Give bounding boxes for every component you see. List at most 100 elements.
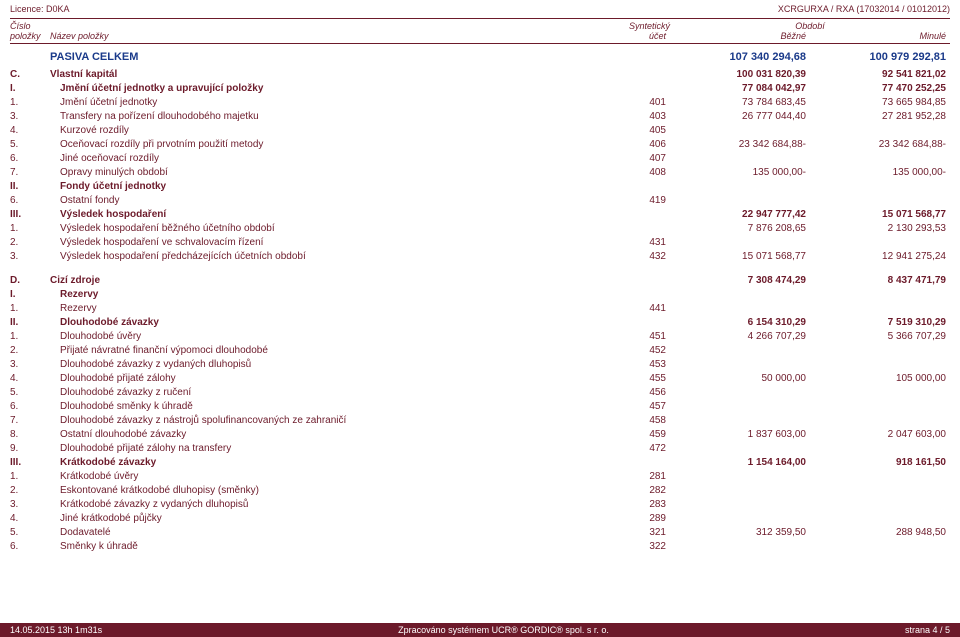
cell-prev: 8 437 471,79 (806, 274, 950, 288)
footer-page: strana 4 / 5 (905, 625, 950, 635)
cell-num: 3. (10, 358, 50, 372)
cell-prev (806, 484, 950, 498)
cell-prev (806, 180, 950, 194)
cell-run (666, 180, 806, 194)
cell-synt: 282 (586, 484, 666, 498)
table-row: C.Vlastní kapitál100 031 820,3992 541 82… (10, 68, 950, 82)
total-prev: 100 979 292,81 (806, 50, 950, 64)
cell-synt: 472 (586, 442, 666, 456)
cell-synt: 283 (586, 498, 666, 512)
cell-synt (586, 82, 666, 96)
cell-num: 5. (10, 526, 50, 540)
cell-name: Dlouhodobé přijaté zálohy na transfery (50, 442, 586, 456)
table-row: 3.Výsledek hospodaření předcházejících ú… (10, 250, 950, 264)
column-header: Číslo Syntetický Období položky Název po… (0, 21, 960, 41)
cell-prev (806, 124, 950, 138)
cell-num: III. (10, 456, 50, 470)
cell-run: 15 071 568,77 (666, 250, 806, 264)
cell-prev (806, 194, 950, 208)
cell-prev: 73 665 984,85 (806, 96, 950, 110)
cell-name: Výsledek hospodaření běžného účetního ob… (50, 222, 586, 236)
cell-name: Ostatní dlouhodobé závazky (50, 428, 586, 442)
table-row: 3.Krátkodobé závazky z vydaných dluhopis… (10, 498, 950, 512)
table-row: 6.Ostatní fondy419 (10, 194, 950, 208)
cell-name: Přijaté návratné finanční výpomoci dlouh… (50, 344, 586, 358)
cell-prev: 135 000,00- (806, 166, 950, 180)
cell-prev: 5 366 707,29 (806, 330, 950, 344)
cell-synt: 457 (586, 400, 666, 414)
cell-prev (806, 498, 950, 512)
table-row: 3.Dlouhodobé závazky z vydaných dluhopis… (10, 358, 950, 372)
cell-name: Transfery na pořízení dlouhodobého majet… (50, 110, 586, 124)
cell-name: Jmění účetní jednotky (50, 96, 586, 110)
cell-name: Rezervy (50, 302, 586, 316)
cell-num: 5. (10, 386, 50, 400)
cell-run: 1 154 164,00 (666, 456, 806, 470)
cell-synt: 419 (586, 194, 666, 208)
table-row: 3.Transfery na pořízení dlouhodobého maj… (10, 110, 950, 124)
cell-name: Cizí zdroje (50, 274, 586, 288)
hdr-cislo: Číslo (10, 21, 50, 31)
cell-synt: 456 (586, 386, 666, 400)
cell-prev: 27 281 952,28 (806, 110, 950, 124)
cell-num: I. (10, 82, 50, 96)
cell-run (666, 302, 806, 316)
table-row: 6.Dlouhodobé směnky k úhradě457 (10, 400, 950, 414)
cell-prev: 918 161,50 (806, 456, 950, 470)
doc-code: XCRGURXA / RXA (17032014 / 01012012) (778, 4, 950, 14)
cell-prev: 15 071 568,77 (806, 208, 950, 222)
cell-synt (586, 180, 666, 194)
table-row: 1.Dlouhodobé úvěry4514 266 707,295 366 7… (10, 330, 950, 344)
table-row: III.Výsledek hospodaření22 947 777,4215 … (10, 208, 950, 222)
cell-name: Dlouhodobé závazky (50, 316, 586, 330)
table-row: 7.Opravy minulých období408135 000,00-13… (10, 166, 950, 180)
total-label: PASIVA CELKEM (50, 50, 586, 64)
table-row: 1.Výsledek hospodaření běžného účetního … (10, 222, 950, 236)
cell-name: Dlouhodobé úvěry (50, 330, 586, 344)
cell-prev (806, 442, 950, 456)
cell-run: 26 777 044,40 (666, 110, 806, 124)
cell-synt: 452 (586, 344, 666, 358)
cell-num: 3. (10, 110, 50, 124)
cell-prev (806, 236, 950, 250)
cell-prev: 77 470 252,25 (806, 82, 950, 96)
table-row: D.Cizí zdroje7 308 474,298 437 471,79 (10, 274, 950, 288)
cell-num: 8. (10, 428, 50, 442)
cell-run: 7 308 474,29 (666, 274, 806, 288)
footer-bar: 14.05.2015 13h 1m31s Zpracováno systémem… (0, 623, 960, 637)
hdr-obdobi: Období (670, 21, 950, 31)
cell-synt: 459 (586, 428, 666, 442)
cell-prev: 23 342 684,88- (806, 138, 950, 152)
cell-synt: 431 (586, 236, 666, 250)
table-row: II.Dlouhodobé závazky6 154 310,297 519 3… (10, 316, 950, 330)
cell-run (666, 540, 806, 554)
cell-prev: 92 541 821,02 (806, 68, 950, 82)
cell-num: C. (10, 68, 50, 82)
cell-num: 1. (10, 96, 50, 110)
cell-prev (806, 400, 950, 414)
cell-synt: 432 (586, 250, 666, 264)
cell (586, 50, 666, 64)
cell-name: Fondy účetní jednotky (50, 180, 586, 194)
cell-run (666, 484, 806, 498)
cell-name: Krátkodobé závazky (50, 456, 586, 470)
cell-name: Dlouhodobé směnky k úhradě (50, 400, 586, 414)
cell-synt: 451 (586, 330, 666, 344)
cell-run: 50 000,00 (666, 372, 806, 386)
cell-run (666, 442, 806, 456)
cell-run: 135 000,00- (666, 166, 806, 180)
cell-num: 3. (10, 498, 50, 512)
cell-prev (806, 344, 950, 358)
cell-num: 1. (10, 302, 50, 316)
cell-run: 77 084 042,97 (666, 82, 806, 96)
cell-prev: 105 000,00 (806, 372, 950, 386)
cell-run: 312 359,50 (666, 526, 806, 540)
cell-prev (806, 470, 950, 484)
cell-num: 6. (10, 194, 50, 208)
divider (10, 18, 950, 19)
cell-num: 7. (10, 166, 50, 180)
cell-synt (586, 456, 666, 470)
table-row: II.Fondy účetní jednotky (10, 180, 950, 194)
cell-num: 6. (10, 400, 50, 414)
cell-synt: 405 (586, 124, 666, 138)
